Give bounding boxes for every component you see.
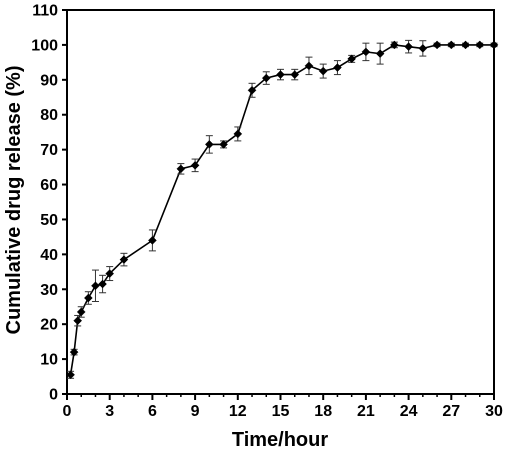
- x-tick-label: 0: [63, 403, 72, 420]
- data-point: [290, 70, 300, 79]
- data-point: [318, 66, 328, 76]
- y-tick-label: 50: [40, 212, 58, 229]
- y-tick-label: 0: [49, 387, 58, 404]
- data-point: [375, 49, 385, 58]
- data-point: [390, 40, 399, 50]
- data-point: [119, 255, 129, 264]
- series-line: [69, 44, 494, 375]
- data-point: [489, 40, 499, 50]
- y-tick-label: 110: [32, 3, 58, 20]
- data-point: [190, 160, 200, 170]
- data-point: [204, 140, 214, 149]
- data-point: [461, 40, 470, 50]
- y-tick-label: 90: [40, 72, 58, 89]
- data-point: [361, 47, 371, 57]
- x-tick-label: 6: [148, 403, 157, 420]
- x-tick-label: 3: [105, 403, 114, 420]
- data-point: [91, 281, 100, 291]
- data-point: [83, 293, 93, 303]
- data-point: [404, 42, 413, 52]
- y-tick-label: 20: [40, 317, 58, 334]
- data-point: [98, 279, 107, 289]
- x-tick-label: 21: [357, 403, 375, 420]
- y-axis-title: Cumulative drug release (%): [3, 66, 25, 335]
- y-tick-label: 60: [40, 177, 58, 194]
- data-point: [475, 40, 485, 50]
- x-tick-label: 15: [272, 403, 290, 420]
- x-tick-label: 30: [485, 403, 503, 420]
- data-point: [76, 307, 86, 317]
- data-point: [347, 54, 357, 64]
- x-tick-label: 18: [314, 403, 332, 420]
- data-point: [73, 316, 83, 326]
- y-tick-label: 80: [40, 107, 58, 124]
- data-point: [69, 347, 79, 357]
- data-point: [219, 140, 228, 149]
- x-tick-label: 9: [191, 403, 200, 420]
- data-point: [333, 63, 342, 72]
- data-point: [66, 370, 75, 380]
- y-tick-label: 40: [40, 247, 58, 264]
- data-point: [176, 164, 186, 174]
- data-point: [276, 70, 285, 79]
- data-point: [304, 61, 314, 71]
- data-point: [446, 40, 456, 50]
- x-tick-label: 27: [442, 403, 460, 420]
- data-point: [261, 73, 271, 83]
- y-tick-label: 70: [40, 142, 58, 159]
- x-tick-label: 12: [229, 403, 247, 420]
- data-point: [105, 269, 115, 278]
- data-point: [418, 44, 428, 53]
- data-point: [432, 40, 442, 50]
- data-point: [148, 236, 157, 245]
- x-tick-label: 24: [400, 403, 418, 420]
- y-tick-label: 100: [31, 37, 58, 54]
- y-tick-label: 10: [40, 352, 58, 369]
- plot-frame: [66, 9, 495, 395]
- data-point: [233, 129, 243, 139]
- data-point: [247, 85, 257, 95]
- x-axis-title: Time/hour: [232, 429, 329, 451]
- y-tick-label: 30: [40, 282, 58, 299]
